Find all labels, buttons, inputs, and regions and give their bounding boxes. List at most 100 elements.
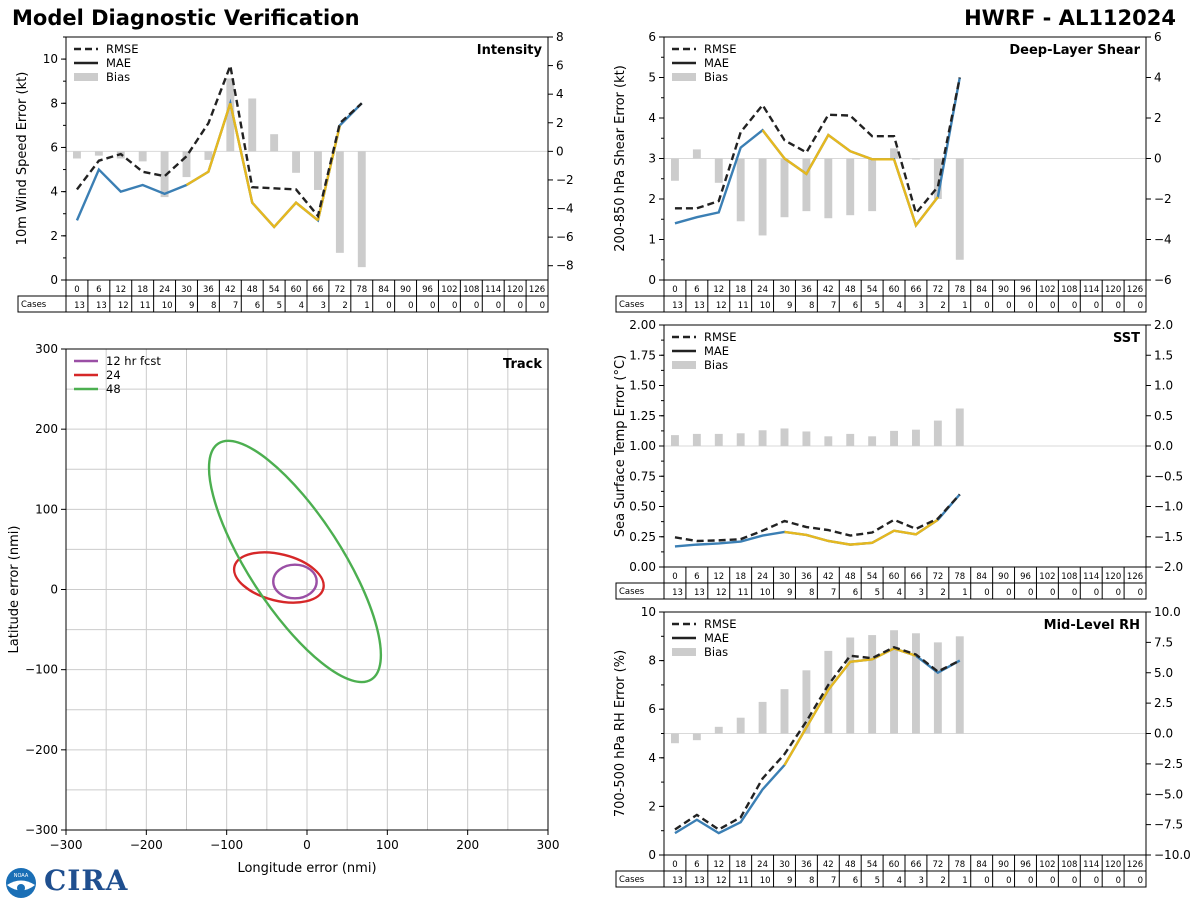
forecast-hour-label: 84	[976, 285, 987, 295]
track-ellipse-0	[272, 563, 318, 600]
y2-tick-label: 1.5	[1154, 348, 1173, 362]
forecast-hour-label: 72	[932, 860, 943, 870]
bias-bar	[824, 436, 833, 446]
legend-mae-label: MAE	[704, 631, 729, 645]
legend-mae-label: MAE	[106, 56, 131, 70]
cases-count: 0	[1072, 588, 1077, 598]
cases-header-label: Cases	[21, 300, 47, 310]
y-tick-label: 200	[35, 422, 58, 436]
y-tick-label: 4	[648, 111, 656, 125]
mae-line-segment	[892, 158, 939, 228]
cases-table: Cases01361312121811241030936842748654560…	[17, 279, 549, 313]
cases-count: 13	[694, 301, 705, 311]
forecast-hour-label: 120	[1105, 860, 1121, 870]
bias-bar	[292, 151, 300, 173]
bias-bar	[736, 158, 745, 222]
y-tick-label: 0	[50, 583, 58, 597]
panel-title: Mid-Level RH	[1044, 618, 1140, 633]
cases-count: 4	[897, 301, 902, 311]
mae-line	[674, 77, 961, 228]
forecast-hour-label: 48	[845, 572, 856, 582]
cases-count: 0	[1050, 301, 1055, 311]
cases-count: 0	[1072, 301, 1077, 311]
y2-tick-label: −6	[556, 230, 574, 244]
bias-bar	[692, 433, 701, 446]
cases-count: 9	[787, 588, 792, 598]
bias-bar	[736, 433, 745, 446]
bias-bar	[182, 151, 191, 178]
bias-bar	[692, 733, 701, 741]
forecast-hour-label: 72	[932, 572, 943, 582]
legend-label-0: 12 hr fcst	[106, 354, 161, 368]
y-tick-label: −300	[25, 823, 58, 837]
forecast-hour-label: 18	[735, 860, 746, 870]
forecast-hour-label: 66	[911, 572, 922, 582]
bias-bar	[671, 435, 679, 446]
cases-count: 0	[1116, 588, 1121, 598]
forecast-hour-label: 48	[845, 860, 856, 870]
y-tick-label: 5	[648, 71, 656, 85]
forecast-hour-label: 54	[867, 860, 878, 870]
forecast-hour-label: 120	[507, 285, 523, 295]
y-tick-label: 0.75	[629, 469, 656, 483]
cases-count: 6	[853, 588, 858, 598]
cases-count: 11	[738, 588, 749, 598]
cases-count: 9	[787, 301, 792, 311]
y-tick-label: 8	[50, 96, 58, 110]
y2-tick-label: 2	[1154, 111, 1162, 125]
forecast-hour-label: 84	[976, 572, 987, 582]
cases-count: 0	[474, 301, 479, 311]
cases-count: 2	[940, 588, 945, 598]
cases-count: 9	[189, 301, 194, 311]
forecast-hour-label: 126	[1127, 572, 1143, 582]
mae-line-segment	[229, 103, 319, 229]
legend-rmse-label: RMSE	[704, 330, 736, 344]
y-tick-label: −100	[25, 663, 58, 677]
cases-table: Cases01361312121811241030936842748654560…	[615, 854, 1147, 888]
forecast-hour-label: 30	[779, 285, 790, 295]
rmse-line	[674, 77, 961, 216]
panel-title: Intensity	[477, 43, 543, 58]
y2-tick-label: −7.5	[1154, 818, 1183, 832]
bias-bar	[714, 433, 723, 446]
forecast-hour-label: 78	[954, 860, 965, 870]
bias-bar	[846, 158, 855, 216]
cases-count: 0	[430, 301, 435, 311]
cases-count: 10	[760, 301, 771, 311]
cases-table: Cases01361312121811241030936842748654560…	[615, 279, 1147, 313]
y2-tick-label: 4	[556, 87, 564, 101]
forecast-hour-label: 12	[713, 572, 724, 582]
cases-table: Cases01361312121811241030936842748654560…	[615, 566, 1147, 600]
bias-bar	[868, 158, 877, 212]
cases-header-label: Cases	[619, 875, 645, 885]
y-tick-label: 6	[648, 702, 656, 716]
x-tick-label: 200	[456, 838, 479, 852]
y-tick-label: 1.50	[629, 379, 656, 393]
forecast-hour-label: 102	[1039, 860, 1055, 870]
y-tick-label: 8	[648, 654, 656, 668]
cases-header-cell	[615, 582, 665, 600]
cases-count: 8	[809, 876, 814, 886]
cases-count: 7	[831, 876, 836, 886]
x-tick-label: −200	[130, 838, 163, 852]
bias-bar	[912, 158, 920, 160]
cases-count: 5	[277, 301, 282, 311]
legend-rmse-label: RMSE	[106, 42, 138, 56]
legend-bias-swatch	[672, 648, 696, 656]
cases-count: 2	[940, 876, 945, 886]
x-tick-label: −100	[210, 838, 243, 852]
forecast-hour-label: 78	[356, 285, 367, 295]
cases-count: 5	[875, 876, 880, 886]
bias-bar	[714, 726, 723, 734]
forecast-hour-label: 66	[313, 285, 324, 295]
cases-count: 3	[918, 876, 923, 886]
y2-tick-label: 0	[556, 144, 564, 158]
y-tick-label: 0.50	[629, 500, 656, 514]
forecast-hour-label: 108	[1061, 572, 1077, 582]
y2-tick-label: −4	[1154, 233, 1172, 247]
y-tick-label: 2	[648, 192, 656, 206]
